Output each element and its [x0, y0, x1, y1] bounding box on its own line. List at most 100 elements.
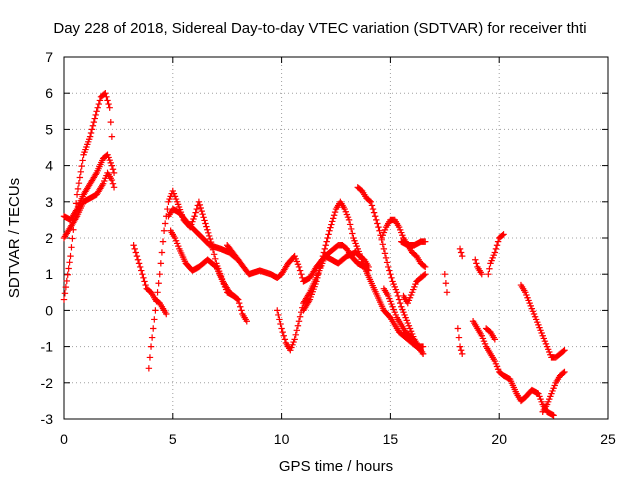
data-point — [371, 213, 379, 220]
data-point — [329, 218, 336, 225]
data-point — [420, 262, 428, 270]
data-point — [73, 191, 81, 198]
data-point — [204, 226, 211, 233]
data-point — [279, 328, 286, 336]
data-point — [323, 238, 330, 245]
data-point — [67, 252, 74, 260]
series-track-21 — [485, 231, 507, 278]
data-point — [212, 255, 219, 263]
data-point — [68, 244, 75, 251]
data-point — [443, 289, 451, 296]
data-point — [367, 198, 375, 205]
data-point — [91, 115, 98, 122]
data-point — [314, 274, 321, 282]
y-tick-label: -3 — [41, 411, 54, 427]
data-point — [154, 289, 161, 296]
data-point — [131, 245, 138, 253]
data-point — [296, 313, 304, 320]
data-point — [561, 347, 568, 354]
data-point — [491, 249, 499, 256]
data-point — [110, 184, 118, 191]
data-point — [374, 220, 381, 227]
data-point — [324, 234, 331, 242]
data-point — [164, 205, 171, 213]
x-tick-label: 0 — [60, 431, 68, 447]
axis-ticks: 0 5 10 15 20 25 -3 -2 -1 0 1 2 3 4 5 6 7 — [41, 49, 616, 447]
y-tick-label: 3 — [45, 194, 53, 210]
data-point — [138, 267, 145, 274]
data-point — [210, 251, 218, 258]
data-point — [193, 205, 200, 213]
data-point — [376, 227, 383, 234]
data-point — [93, 108, 100, 115]
data-point — [155, 280, 162, 287]
y-tick-label: -2 — [41, 375, 54, 391]
data-point — [89, 122, 97, 129]
data-point — [90, 118, 98, 126]
data-point — [79, 157, 86, 164]
series-track-10 — [300, 198, 427, 358]
series-track-15 — [398, 238, 429, 249]
data-point — [373, 216, 380, 224]
data-point — [205, 229, 212, 237]
data-point — [281, 336, 289, 343]
data-point — [296, 267, 304, 274]
data-point — [366, 197, 373, 205]
data-point — [485, 271, 492, 278]
data-point — [64, 271, 71, 278]
y-tick-label: 1 — [45, 266, 53, 282]
data-point — [206, 235, 214, 243]
y-tick-label: 6 — [45, 85, 53, 101]
series-track-17 — [454, 325, 466, 358]
data-point — [163, 310, 170, 318]
data-point — [134, 256, 142, 263]
data-point — [107, 118, 114, 126]
data-point — [315, 271, 322, 278]
data-point — [150, 325, 157, 332]
data-point — [159, 238, 167, 245]
data-point — [321, 245, 329, 253]
data-point — [396, 299, 404, 307]
data-point — [199, 211, 206, 218]
data-point — [158, 249, 166, 256]
data-point — [322, 242, 329, 249]
series-track-16 — [441, 271, 451, 296]
chart-title: Day 228 of 2018, Sidereal Day-to-day VTE… — [53, 20, 586, 37]
data-point — [61, 290, 69, 297]
data-point — [493, 242, 501, 249]
data-point — [395, 296, 403, 303]
data-point — [157, 260, 165, 267]
data-point — [65, 265, 72, 272]
data-point — [237, 303, 244, 310]
series-track-18 — [456, 245, 466, 260]
data-point — [381, 250, 389, 257]
x-tick-label: 20 — [491, 431, 507, 447]
data-point — [96, 97, 104, 104]
data-point — [69, 235, 76, 242]
data-point — [191, 213, 198, 220]
data-point — [277, 320, 284, 328]
data-point — [103, 93, 110, 101]
data-point — [92, 111, 99, 119]
data-point — [419, 350, 427, 358]
data-point — [385, 263, 392, 271]
series-track-3 — [60, 169, 118, 242]
data-point — [293, 327, 301, 334]
data-point — [238, 307, 245, 314]
data-point — [346, 221, 354, 228]
data-point — [139, 271, 146, 278]
data-point — [105, 100, 112, 108]
data-point — [141, 278, 148, 285]
data-point — [292, 331, 299, 339]
data-point — [370, 209, 378, 216]
data-point — [195, 198, 203, 205]
data-point — [108, 162, 116, 169]
data-point — [295, 263, 303, 271]
data-point — [235, 299, 243, 307]
data-point — [345, 216, 353, 224]
data-point — [276, 316, 283, 323]
series-track-19 — [472, 256, 485, 278]
data-point — [454, 325, 462, 332]
data-point — [133, 252, 141, 260]
data-point — [196, 201, 204, 209]
